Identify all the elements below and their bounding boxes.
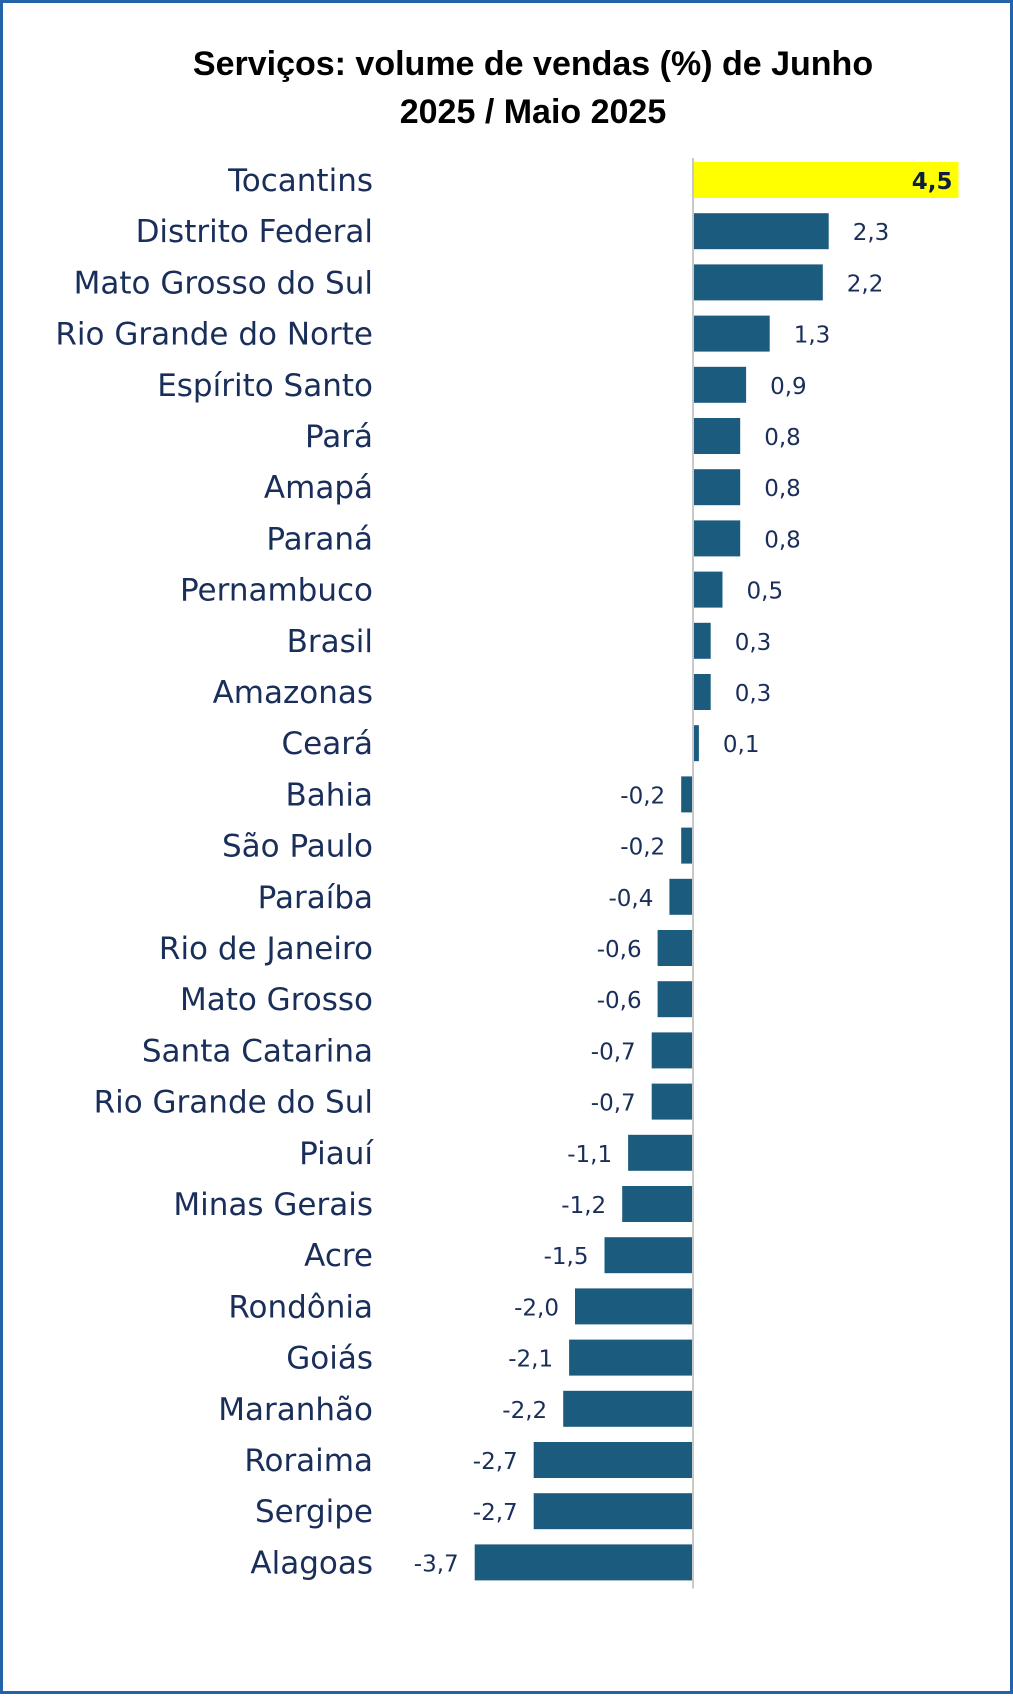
bar: [604, 1237, 693, 1274]
value-label: -0,2: [620, 835, 665, 861]
category-label: Brasil: [287, 624, 373, 660]
category-label: Distrito Federal: [136, 214, 373, 250]
bar: [681, 827, 693, 864]
category-label: Rondônia: [228, 1289, 373, 1325]
bar: [693, 213, 829, 250]
bar: [622, 1186, 693, 1222]
bar: [693, 264, 823, 301]
value-label: -1,2: [561, 1193, 606, 1219]
value-label: -0,6: [597, 988, 642, 1014]
bar: [651, 1083, 693, 1120]
category-label: Maranhão: [218, 1392, 373, 1428]
category-label: Ceará: [282, 726, 373, 762]
value-label: 0,8: [764, 527, 801, 553]
bar-chart: Serviços: volume de vendas (%) de Junho …: [55, 45, 959, 1589]
bar: [693, 725, 699, 762]
value-label: -1,5: [544, 1244, 589, 1270]
value-label: 0,8: [764, 476, 801, 502]
bar: [474, 1544, 693, 1581]
value-label: -1,1: [567, 1142, 612, 1168]
value-label: -0,6: [597, 937, 642, 963]
category-label: Mato Grosso: [180, 982, 373, 1018]
bar: [533, 1493, 693, 1530]
bar: [569, 1339, 693, 1376]
value-label: -0,7: [591, 1091, 636, 1117]
category-label: Pará: [305, 419, 373, 455]
bar: [693, 418, 741, 454]
bar: [693, 469, 741, 506]
bar: [693, 622, 711, 659]
bar: [669, 878, 693, 915]
value-label: 0,3: [735, 630, 772, 656]
bar: [657, 930, 693, 966]
value-label: -0,2: [620, 783, 665, 809]
value-label: -3,7: [414, 1551, 459, 1577]
highlighted-bar: [693, 162, 959, 198]
bar: [628, 1134, 693, 1171]
value-label: 4,5: [912, 169, 953, 195]
category-label: Sergipe: [255, 1494, 373, 1530]
category-label: Santa Catarina: [142, 1033, 373, 1069]
category-label: Mato Grosso do Sul: [74, 265, 373, 301]
bar: [693, 315, 770, 352]
bars: Tocantins 4,5 Distrito Federal 2,3 Mato Gros…: [55, 162, 959, 1581]
category-label: Piauí: [299, 1136, 374, 1172]
bar: [693, 674, 711, 710]
value-label: 2,2: [847, 271, 884, 297]
category-label: Bahia: [285, 777, 373, 813]
category-label: Espírito Santo: [157, 368, 373, 404]
category-label: Paraná: [266, 521, 373, 557]
category-label: Roraima: [244, 1443, 373, 1479]
value-label: -2,0: [514, 1295, 559, 1321]
category-label: Rio de Janeiro: [159, 931, 373, 967]
category-label: São Paulo: [222, 829, 373, 865]
category-label: Pernambuco: [180, 573, 373, 609]
value-label: -0,7: [591, 1039, 636, 1065]
bar: [533, 1442, 693, 1478]
bar: [657, 981, 693, 1018]
category-label: Goiás: [286, 1341, 373, 1377]
value-label: 2,3: [853, 220, 890, 246]
chart-title-line-1: Serviços: volume de vendas (%) de Junho: [193, 45, 873, 83]
value-label: 0,3: [735, 681, 772, 707]
bar: [575, 1288, 693, 1325]
value-label: -2,7: [473, 1449, 518, 1475]
chart-title-line-2: 2025 / Maio 2025: [400, 93, 667, 131]
bar: [563, 1390, 693, 1427]
bar: [693, 520, 741, 557]
value-label: -0,4: [609, 886, 654, 912]
value-label: 0,9: [770, 374, 807, 400]
value-label: 1,3: [794, 323, 831, 349]
category-label: Acre: [304, 1238, 373, 1274]
value-label: -2,7: [473, 1500, 518, 1526]
bar: [693, 571, 723, 608]
value-label: -2,1: [508, 1347, 553, 1373]
category-label: Rio Grande do Norte: [55, 317, 373, 353]
bar: [681, 776, 693, 813]
value-label: 0,8: [764, 425, 801, 451]
value-label: -2,2: [502, 1398, 547, 1424]
bar: [651, 1032, 693, 1069]
category-label: Amapá: [264, 470, 373, 506]
value-label: 0,1: [723, 732, 760, 758]
category-label: Amazonas: [213, 675, 373, 711]
category-label: Minas Gerais: [173, 1187, 373, 1223]
category-label: Rio Grande do Sul: [94, 1085, 373, 1121]
category-label: Alagoas: [250, 1545, 373, 1581]
category-label: Paraíba: [258, 880, 373, 916]
category-label: Tocantins: [227, 163, 373, 199]
bar: [693, 366, 747, 403]
value-label: 0,5: [747, 579, 784, 605]
